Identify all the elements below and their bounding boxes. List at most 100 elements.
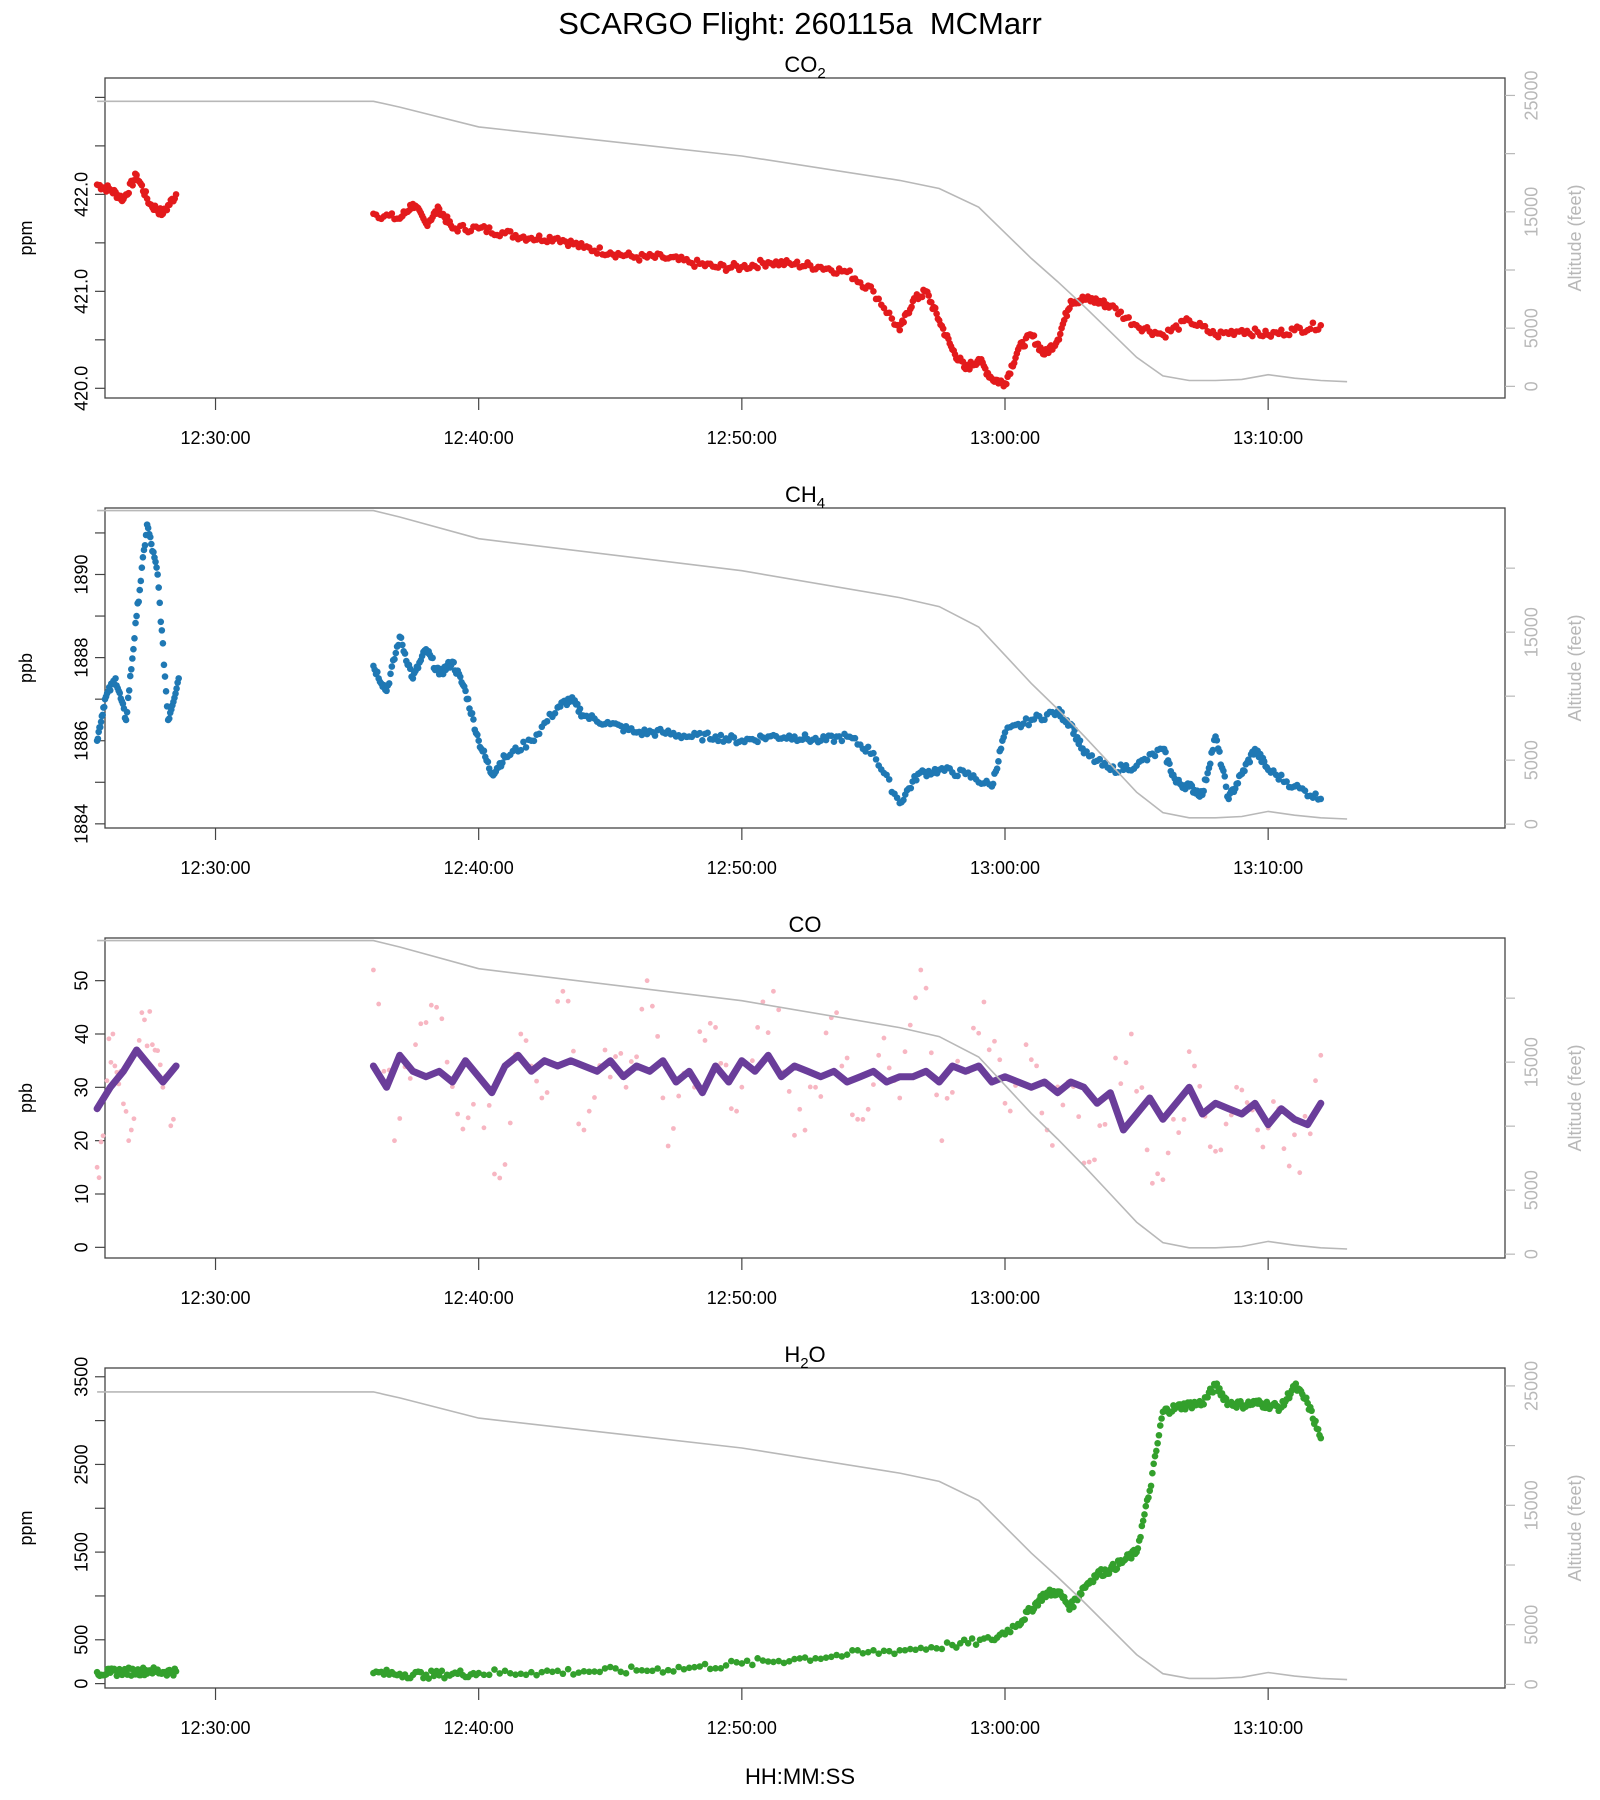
y-tick-label: 1888 [72,638,92,678]
data-point-dense [1006,1628,1014,1636]
data-point-dense [97,718,105,726]
data-point-dense [1143,756,1151,764]
data-point-dense [534,1078,539,1084]
data-point-dense [1060,1102,1066,1108]
data-point [1317,795,1325,803]
data-point-dense [953,1644,960,1651]
data-point [791,1655,798,1663]
data-point-dense [126,1138,132,1144]
data-point-dense [160,661,168,669]
data-point-dense [481,1125,487,1131]
data-point-dense [1145,1494,1152,1501]
data-point [580,1668,588,1675]
data-point-dense [734,1108,739,1114]
data-point-dense [468,709,476,717]
data-point [1171,1116,1176,1122]
data-point-dense [900,319,907,326]
data-point-dense [908,303,915,311]
data-point-dense [838,1653,846,1660]
data-point-dense [934,1092,939,1098]
data-point-dense [449,1084,455,1090]
data-point-dense [786,1089,792,1094]
data-point-dense [388,210,396,217]
data-point-dense [1222,783,1230,791]
data-point-dense [806,1657,814,1665]
data-point-dense [885,309,893,317]
data-point-dense [906,1645,914,1653]
data-point-dense [733,1658,740,1666]
data-point-dense [875,295,882,303]
data-point-dense [1214,333,1222,341]
data-point-dense [907,784,915,792]
y2-tick-label: 5000 [1522,1605,1542,1645]
data-point-dense [146,533,154,541]
data-point-dense [1041,716,1048,724]
data-point-dense [886,1065,892,1071]
data-point-dense [1285,331,1293,339]
data-point-dense [607,1074,613,1080]
data-point-dense [155,584,162,591]
data-point [581,1127,587,1133]
data-point-dense [968,1635,976,1642]
y-tick-label: 1884 [72,804,92,844]
data-point-dense [480,223,488,230]
data-point-dense [1281,1146,1287,1152]
data-point-dense [696,1663,704,1670]
data-point-dense [586,1108,592,1114]
data-point-dense [1150,1460,1157,1468]
data-point-dense [628,1059,634,1064]
data-point-dense [506,228,514,235]
data-point-dense [1260,758,1268,765]
data-point-dense [885,1647,893,1655]
data-point-dense [480,1671,488,1679]
data-point-dense [723,1062,729,1068]
data-point [792,1132,797,1138]
data-point-dense [130,645,137,653]
data-point-dense [123,708,131,716]
data-point-dense [1141,1511,1148,1518]
x-tick-label: 12:50:00 [707,858,777,878]
data-point-dense [1134,1545,1142,1552]
data-point-dense [851,734,859,742]
data-point-dense [480,747,488,755]
data-point-dense [634,1054,639,1060]
data-point-dense [617,1668,625,1676]
data-point-dense [986,1047,992,1053]
y-axis-label: ppb [16,653,36,683]
y-tick-label: 3500 [72,1357,92,1397]
data-point-dense [1162,334,1169,341]
data-point-dense [706,1665,714,1673]
data-point-dense [712,1665,719,1672]
x-tick-label: 13:10:00 [1233,1718,1303,1738]
data-point [1225,795,1232,803]
data-point-dense [1307,1131,1313,1137]
data-point-dense [501,1667,509,1675]
data-point-dense [464,695,472,703]
data-point-dense [939,325,947,332]
series-h2o [93,1380,1325,1682]
data-point-dense [592,1095,597,1100]
data-point-dense [749,1661,756,1669]
data-point-dense [765,1030,771,1036]
y-tick-label: 1890 [72,554,92,594]
data-point-dense [1201,322,1209,330]
data-point-dense [150,548,157,556]
data-point-dense [124,694,132,702]
data-point-dense [964,1640,972,1647]
data-point-dense [535,232,543,239]
data-point-dense [428,1002,434,1008]
data-point-dense [1144,1147,1150,1153]
data-point-dense [374,668,381,676]
y2-tick-label: 5000 [1522,1170,1542,1210]
data-point-dense [1203,776,1210,784]
data-point-dense [1021,342,1029,350]
data-point-dense [1200,1401,1207,1408]
data-point-dense [649,1667,656,1675]
y-tick-label: 10 [72,1184,92,1204]
data-point-dense [1160,1177,1166,1183]
data-point-dense [1207,1144,1213,1150]
data-point-dense [917,1644,925,1652]
data-point-dense [406,665,414,673]
data-point [1023,1042,1029,1048]
data-point [939,1138,945,1144]
